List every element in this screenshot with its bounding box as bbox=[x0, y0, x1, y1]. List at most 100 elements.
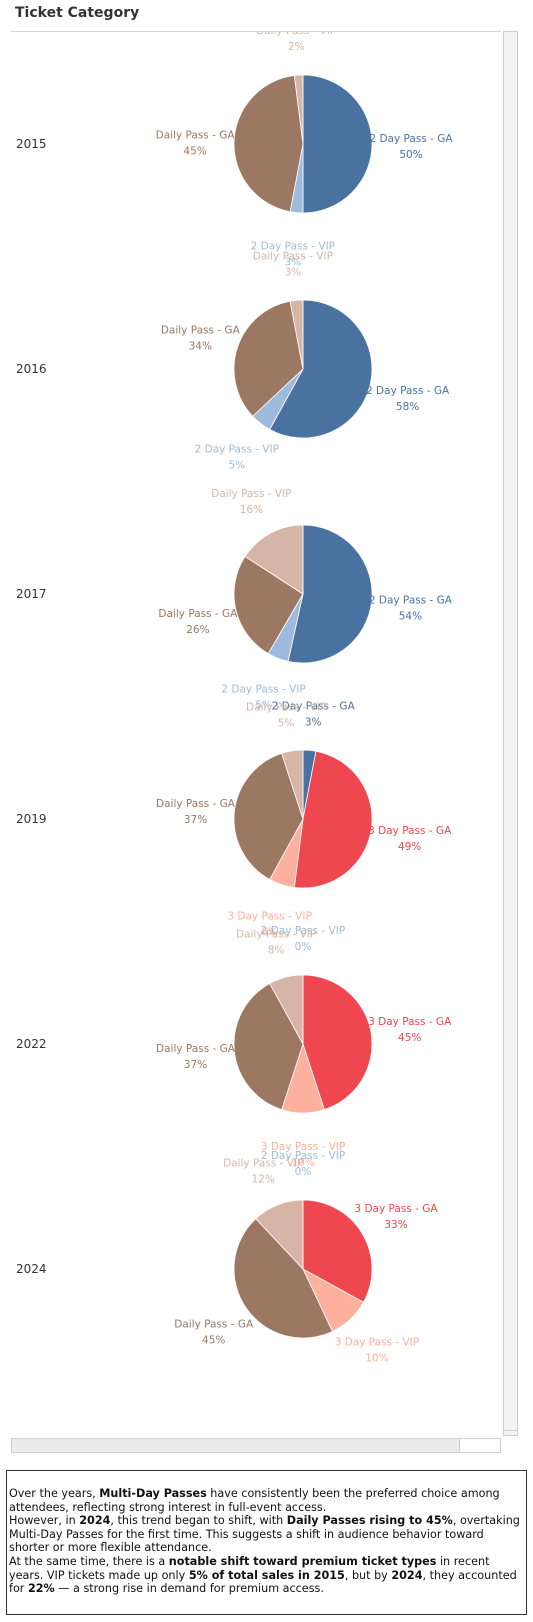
pie-slice-3-day-pass-ga[interactable] bbox=[302, 1199, 373, 1303]
insight-text: Over the years, bbox=[9, 1487, 100, 1500]
pie-slice-daily-pass-ga[interactable] bbox=[233, 982, 304, 1111]
insight-text: , they accounted for bbox=[9, 1568, 517, 1596]
slice-label: 3 Day Pass - VIP bbox=[261, 1141, 345, 1153]
horizontal-scroll-thumb[interactable] bbox=[12, 1439, 460, 1452]
insight-text: — a strong rise in demand for premium ac… bbox=[54, 1582, 324, 1596]
slice-value-label: 8% bbox=[268, 944, 285, 956]
slice-value-label: 5% bbox=[278, 717, 295, 729]
insight-paragraph-1: Over the years, Multi-Day Passes have co… bbox=[9, 1487, 525, 1514]
insight-text: in recent years. VIP tickets made up onl… bbox=[9, 1554, 490, 1582]
insight-paragraph-2: However, in 2024, this trend began to sh… bbox=[9, 1514, 525, 1555]
slice-label: 2 Day Pass - GA bbox=[272, 701, 356, 713]
pie-slice-daily-pass-vip[interactable] bbox=[289, 299, 304, 370]
year-label: 2019 bbox=[16, 812, 47, 826]
slice-label: 3 Day Pass - GA bbox=[354, 1203, 438, 1215]
slice-value-label: 3% bbox=[284, 267, 301, 279]
pie-slice-3-day-pass-ga[interactable] bbox=[293, 750, 373, 889]
pie-slice-daily-pass-vip[interactable] bbox=[281, 749, 304, 820]
slice-label: Daily Pass - GA bbox=[174, 1319, 254, 1331]
insight-highlight: 2024 bbox=[391, 1568, 423, 1582]
insight-text: , but by bbox=[344, 1568, 392, 1582]
pie-slice-daily-pass-vip[interactable] bbox=[293, 74, 304, 145]
slice-label: Daily Pass - VIP bbox=[223, 1158, 303, 1170]
insight-highlight: notable shift toward premium ticket type… bbox=[168, 1554, 437, 1568]
pie-slice-2-day-pass-ga[interactable] bbox=[269, 299, 373, 439]
slice-value-label: 0% bbox=[295, 1166, 312, 1178]
pie-2024: 2024 2 Day Pass - VIP 0% 3 Day Pass - GA 33%… bbox=[16, 1150, 438, 1365]
slice-value-label: 54% bbox=[399, 611, 422, 623]
slice-label: Daily Pass - GA bbox=[161, 325, 241, 337]
insight-highlight: 5% of total sales in 2015 bbox=[188, 1568, 345, 1582]
slice-label: Daily Pass - VIP bbox=[253, 251, 333, 263]
slice-label: 3 Day Pass - VIP bbox=[227, 911, 311, 923]
insight-paragraph-3: At the same time, there is a notable shi… bbox=[9, 1555, 525, 1596]
slice-value-label: 37% bbox=[184, 1059, 207, 1071]
slice-value-label: 34% bbox=[189, 341, 212, 353]
slice-value-label: 26% bbox=[186, 624, 209, 636]
pie-slice-daily-pass-ga[interactable] bbox=[233, 555, 304, 655]
insight-text: At the same time, there is a bbox=[9, 1554, 169, 1568]
slice-value-label: 58% bbox=[396, 401, 419, 413]
pie-2019: 2019 2 Day Pass - GA 3% 3 Day Pass - GA 49% 3… bbox=[16, 701, 452, 939]
pie-2017: 2017 2 Day Pass - GA 54% 2 Day Pass - VIP 5%… bbox=[16, 488, 453, 711]
slice-label: 2 Day Pass - GA bbox=[369, 133, 453, 145]
pie-2016: 2016 2 Day Pass - GA 58% 2 Day Pass - VIP 5%… bbox=[16, 251, 450, 472]
slice-label: 2 Day Pass - VIP bbox=[261, 1150, 345, 1162]
insight-highlight: 22% bbox=[27, 1582, 55, 1596]
pie-slice-daily-pass-vip[interactable] bbox=[269, 974, 304, 1045]
insight-highlight: 2024 bbox=[79, 1514, 111, 1528]
year-label: 2017 bbox=[16, 587, 47, 601]
slice-value-label: 5% bbox=[255, 700, 272, 712]
slice-label: Daily Pass - GA bbox=[158, 608, 238, 620]
slice-label: Daily Pass - VIP bbox=[211, 488, 291, 500]
pie-slice-daily-pass-ga[interactable] bbox=[233, 1218, 333, 1339]
pie-slice-3-day-pass-ga[interactable] bbox=[302, 974, 373, 1111]
insight-highlight: Multi-Day Passes bbox=[99, 1487, 207, 1500]
slice-label: Daily Pass - VIP bbox=[256, 32, 336, 37]
horizontal-scrollbar[interactable] bbox=[11, 1438, 501, 1453]
insight-text: , overtaking Multi-Day Passes for the fi… bbox=[9, 1514, 520, 1555]
slice-label: Daily Pass - GA bbox=[156, 1043, 236, 1055]
slice-label: Daily Pass - GA bbox=[156, 798, 236, 810]
year-label: 2015 bbox=[16, 137, 47, 151]
slice-label: 2 Day Pass - VIP bbox=[261, 925, 345, 937]
slice-value-label: 45% bbox=[183, 146, 206, 158]
pie-slice-daily-pass-ga[interactable] bbox=[233, 75, 304, 213]
vertical-scrollbar[interactable] bbox=[503, 31, 518, 1436]
slice-label: Daily Pass - VIP bbox=[246, 701, 326, 713]
year-label: 2016 bbox=[16, 362, 47, 376]
pie-slice-2-day-pass-ga[interactable] bbox=[287, 524, 373, 664]
pie-2022: 2022 2 Day Pass - VIP 0% 3 Day Pass - GA 45%… bbox=[16, 925, 452, 1169]
chart-title: Ticket Category bbox=[15, 5, 140, 21]
slice-value-label: 3% bbox=[284, 257, 301, 269]
pie-slice-daily-pass-vip[interactable] bbox=[244, 524, 304, 595]
year-label: 2022 bbox=[16, 1037, 47, 1051]
pie-chart-panel: 2015 2 Day Pass - GA 50% 2 Day Pass - VIP 3%… bbox=[11, 31, 501, 1437]
pie-slice-daily-pass-vip[interactable] bbox=[255, 1199, 304, 1271]
slice-value-label: 45% bbox=[398, 1032, 421, 1044]
slice-label: 2 Day Pass - GA bbox=[366, 385, 450, 397]
slice-value-label: 3% bbox=[305, 717, 322, 729]
pie-slice-2-day-pass-ga[interactable] bbox=[302, 74, 373, 214]
insight-text: , this trend began to shift, with bbox=[110, 1514, 287, 1528]
slice-label: 2 Day Pass - VIP bbox=[221, 684, 305, 696]
slice-value-label: 16% bbox=[240, 504, 263, 516]
slice-value-label: 10% bbox=[365, 1353, 388, 1365]
pie-2015: 2015 2 Day Pass - GA 50% 2 Day Pass - VIP 3%… bbox=[16, 32, 453, 269]
slice-label: 2 Day Pass - GA bbox=[369, 595, 453, 607]
slice-value-label: 2% bbox=[288, 41, 305, 53]
slice-label: 3 Day Pass - VIP bbox=[335, 1337, 419, 1349]
slice-value-label: 5% bbox=[228, 459, 245, 471]
slice-value-label: 0% bbox=[295, 941, 312, 953]
slice-value-label: 37% bbox=[184, 814, 207, 826]
insight-text: have consistently been the preferred cho… bbox=[9, 1487, 500, 1514]
slice-value-label: 45% bbox=[202, 1335, 225, 1347]
slice-label: Daily Pass - GA bbox=[156, 130, 236, 142]
insight-textbox: Over the years, Multi-Day Passes have co… bbox=[6, 1470, 527, 1615]
slice-label: 3 Day Pass - GA bbox=[368, 1016, 452, 1028]
pie-chart-grid: 2015 2 Day Pass - GA 50% 2 Day Pass - VIP 3%… bbox=[16, 32, 453, 1365]
pie-slice-daily-pass-ga[interactable] bbox=[233, 300, 304, 417]
pie-slice-daily-pass-ga[interactable] bbox=[233, 752, 304, 881]
slice-value-label: 33% bbox=[384, 1219, 407, 1231]
slice-value-label: 10% bbox=[291, 1157, 314, 1169]
